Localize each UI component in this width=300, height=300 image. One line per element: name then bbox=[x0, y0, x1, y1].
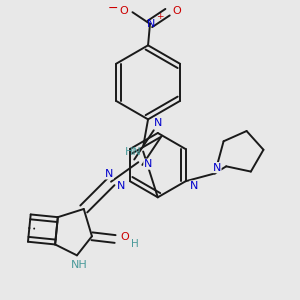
Text: N: N bbox=[154, 118, 162, 128]
Text: N: N bbox=[147, 19, 155, 29]
Text: O: O bbox=[172, 6, 181, 16]
Text: N: N bbox=[190, 181, 198, 191]
Text: N: N bbox=[105, 169, 113, 179]
Text: +: + bbox=[156, 12, 164, 21]
Text: N: N bbox=[213, 163, 221, 172]
Text: −: − bbox=[108, 2, 118, 15]
Text: NH: NH bbox=[70, 260, 87, 270]
Text: N: N bbox=[117, 181, 126, 191]
Text: O: O bbox=[121, 232, 129, 242]
Text: H: H bbox=[131, 239, 139, 249]
Text: N: N bbox=[144, 159, 152, 169]
Text: O: O bbox=[119, 6, 128, 16]
Text: HN: HN bbox=[125, 146, 142, 157]
